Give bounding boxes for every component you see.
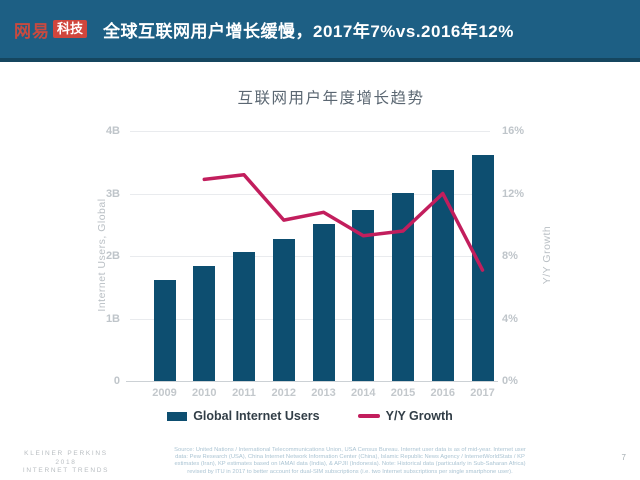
x-label-2011: 2011 <box>232 387 256 399</box>
bar-series-swatch <box>167 411 188 421</box>
x-axis-line <box>126 381 498 382</box>
right-tick-8%: 8% <box>502 250 518 262</box>
source-line-3: estimates (Iran), KP estimates based on … <box>174 461 526 468</box>
chart-title: 互联网用户年度增长趋势 <box>237 90 425 107</box>
kleiner-perkins-brand: KLEINER PERKINS 2018 INTERNET TRENDS <box>8 450 124 476</box>
bar-2014 <box>352 209 375 381</box>
netease-logo-text: 网易 <box>14 21 50 41</box>
gridline-1B <box>130 318 490 320</box>
brand-line-1: KLEINER PERKINS <box>24 450 108 457</box>
x-label-2014: 2014 <box>351 387 376 399</box>
right-tick-0%: 0% <box>502 375 518 387</box>
gridline-2B <box>130 256 490 257</box>
tech-badge: 科技 <box>53 20 88 38</box>
x-label-2010: 2010 <box>192 387 217 399</box>
left-tick-4B: 4B <box>105 125 120 137</box>
plot-area <box>126 131 498 382</box>
bar-2011 <box>233 252 255 381</box>
x-label-2009: 2009 <box>152 387 177 399</box>
growth-line-chart <box>202 173 485 272</box>
line-series-swatch <box>357 414 380 418</box>
source-line-4: revised by ITU in 2017 to better account… <box>187 468 513 475</box>
page-number: 7 <box>621 453 626 462</box>
x-label-2016: 2016 <box>430 387 455 399</box>
bar-2012 <box>272 239 295 381</box>
article-headline: 全球互联网用户增长缓慢，2017年7%vs.2016年12% <box>103 21 514 41</box>
source-note: Source: United Nations / International T… <box>148 447 552 476</box>
right-tick-12%: 12% <box>502 187 525 200</box>
x-label-2013: 2013 <box>311 387 336 399</box>
legend-item-bars: Global Internet Users <box>167 409 320 423</box>
x-label-2015: 2015 <box>390 387 416 399</box>
right-tick-4%: 4% <box>502 312 518 325</box>
bar-2013 <box>312 224 335 381</box>
bar-2015 <box>392 192 414 381</box>
line-series-label: Y/Y Growth <box>385 409 453 423</box>
right-tick-16%: 16% <box>502 125 525 137</box>
header-bar: 网易 科技 全球互联网用户增长缓慢，2017年7%vs.2016年12% <box>0 0 640 62</box>
netease-tech-logo[interactable]: 网易 科技 <box>14 17 88 42</box>
left-tick-2B: 2B <box>105 250 120 262</box>
source-line-2: data: Pew Research (USA), China Internet… <box>175 454 525 461</box>
brand-line-2: 2018 <box>55 458 77 466</box>
bar-2009 <box>153 279 176 381</box>
legend: Global Internet Users Y/Y Growth <box>130 409 490 423</box>
bar-series-label: Global Internet Users <box>193 409 320 423</box>
bar-2010 <box>193 266 216 381</box>
left-tick-1B: 1B <box>105 312 120 325</box>
x-label-2012: 2012 <box>271 387 296 399</box>
source-line-1: Source: United Nations / International T… <box>174 447 526 453</box>
left-tick-0: 0 <box>113 375 120 387</box>
legend-item-line: Y/Y Growth <box>357 409 453 423</box>
brand-line-3: INTERNET TRENDS <box>22 467 110 474</box>
left-tick-3B: 3B <box>105 187 120 200</box>
gridline-4B <box>130 131 490 132</box>
yy-growth-line <box>202 173 485 272</box>
x-label-2017: 2017 <box>470 387 495 399</box>
bar-2016 <box>431 170 454 381</box>
gridline-3B <box>130 193 490 195</box>
